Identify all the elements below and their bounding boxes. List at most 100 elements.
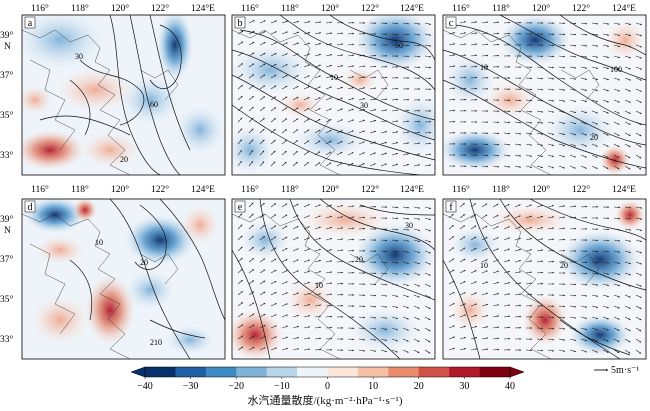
wind-vector: [237, 235, 243, 241]
wind-vector: [380, 98, 388, 101]
wind-vector: [602, 261, 610, 264]
wind-vector: [459, 247, 466, 252]
wind-vector: [481, 248, 488, 252]
wind-vector: [413, 206, 421, 209]
wind-vector: [558, 327, 566, 330]
wind-vector: [303, 118, 310, 123]
wind-vector: [424, 217, 432, 221]
wind-vector: [248, 41, 255, 46]
wind-vector: [547, 249, 555, 252]
wind-vector: [402, 294, 409, 298]
wind-vector: [448, 303, 455, 307]
wind-vector: [624, 88, 631, 92]
wind-vector: [635, 228, 643, 232]
colorbar-swatch: [145, 367, 176, 377]
wind-vector: [591, 44, 599, 47]
wind-vector: [303, 86, 310, 90]
wind-vector: [558, 338, 566, 341]
wind-vector: [470, 348, 478, 351]
wind-vector: [503, 121, 511, 124]
wind-vector: [536, 338, 544, 341]
lon-label: 118°: [492, 3, 510, 14]
wind-vector: [281, 303, 288, 307]
wind-vector: [525, 110, 533, 113]
wind-vector: [314, 75, 321, 79]
wind-vector: [424, 349, 431, 354]
wind-vector: [347, 54, 355, 57]
wind-vector: [569, 338, 577, 342]
wind-vector: [580, 22, 588, 25]
panel-f-contour-label: 10: [480, 261, 488, 270]
wind-vector: [281, 336, 288, 340]
wind-vector: [292, 161, 298, 167]
wind-vector: [248, 117, 254, 123]
wind-vector: [514, 260, 522, 263]
wind-vector: [358, 338, 366, 341]
wind-vector: [424, 261, 431, 265]
wind-vector: [525, 154, 533, 157]
wind-vector: [380, 250, 388, 253]
wind-vector: [602, 316, 609, 320]
wind-vector: [325, 119, 332, 123]
wind-vector: [580, 88, 588, 92]
wind-vector: [270, 53, 277, 57]
wind-vector: [391, 349, 398, 353]
wind-vector: [569, 165, 576, 169]
lon-label: 122°: [151, 184, 169, 195]
lon-label: 124°E: [400, 3, 424, 14]
panel-c-contour-label: 10: [480, 63, 488, 72]
lon-label: 116°: [31, 184, 49, 195]
lon-label: 122°: [572, 3, 590, 14]
wind-vector: [259, 258, 266, 263]
lon-label: 124°E: [191, 3, 215, 14]
wind-vector: [248, 85, 255, 90]
wind-vector: [569, 55, 577, 58]
wind-vector: [635, 316, 642, 321]
wind-vector: [281, 150, 287, 156]
wind-vector: [237, 150, 242, 156]
panel-b-contour-label: 30: [360, 101, 368, 110]
colorbar-tick-label: −40: [137, 381, 153, 392]
wind-vector: [492, 259, 499, 263]
wind-vector: [602, 110, 609, 114]
wind-vector: [303, 140, 310, 145]
wind-vector: [602, 33, 610, 36]
wind-vector: [391, 327, 398, 331]
wind-vector: [413, 120, 421, 123]
wind-vector: [270, 347, 277, 351]
lon-label: 118°: [281, 3, 299, 14]
wind-vector: [413, 294, 420, 298]
wind-vector: [336, 119, 343, 123]
wind-vector: [237, 95, 243, 101]
wind-vector: [391, 305, 399, 309]
wind-vector: [248, 150, 254, 156]
wind-vector: [536, 227, 544, 230]
wind-vector: [248, 258, 254, 263]
wind-vector: [514, 293, 522, 296]
wind-vector: [558, 216, 566, 219]
wind-vector: [624, 250, 632, 254]
wind-vector: [536, 77, 544, 80]
wind-vector: [459, 325, 466, 329]
colorbar-tick-label: 10: [368, 381, 378, 392]
wind-vector: [536, 143, 544, 146]
wind-vector: [602, 66, 610, 70]
wind-vector: [448, 314, 455, 318]
wind-vector: [613, 217, 621, 220]
colorbar-swatch: [205, 367, 237, 377]
wind-vector: [635, 327, 642, 332]
wind-vector: [547, 349, 555, 352]
wind-vector: [325, 108, 332, 112]
wind-vector: [470, 292, 477, 296]
wind-vector: [635, 99, 642, 103]
wind-vector: [314, 282, 322, 285]
colorbar: −40 −30 −20 −10 0 10 20 30 40: [130, 366, 525, 392]
wind-vector: [259, 347, 266, 351]
wind-vector: [503, 132, 511, 135]
wind-vector: [514, 132, 522, 135]
wind-vector: [424, 283, 431, 287]
wind-vector: [536, 66, 544, 69]
colorbar-swatch: [357, 367, 389, 377]
wind-vector: [292, 203, 299, 208]
wind-vector: [503, 204, 510, 208]
